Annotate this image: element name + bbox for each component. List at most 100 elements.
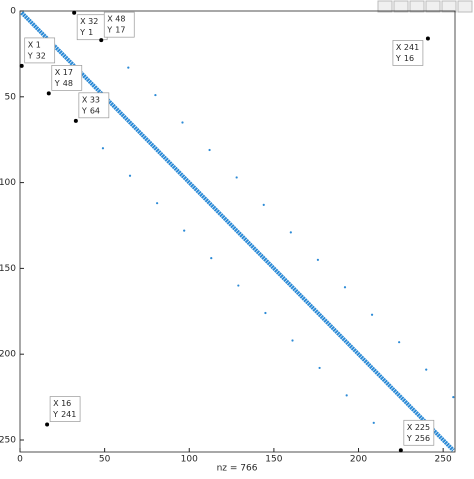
y-tick-label: 250: [0, 435, 16, 445]
datatip-box: [103, 11, 135, 38]
point: [372, 421, 375, 424]
datatip-x-value: 33: [90, 95, 100, 104]
toolbar: [377, 0, 473, 13]
x-label: nz = 766: [217, 464, 258, 474]
datatip-x-label: X: [407, 423, 413, 432]
datatip-y-value: 17: [115, 26, 125, 35]
datatip-marker: [45, 422, 50, 427]
datatip-box: [78, 92, 110, 119]
datatip-box: [49, 396, 81, 422]
datatip-y-label: Y: [79, 28, 85, 37]
toolbar-button[interactable]: [393, 0, 409, 13]
y-tick-label: 0: [10, 7, 16, 17]
datatip-x-label: X: [107, 15, 113, 24]
datatip-y-label: Y: [106, 26, 112, 35]
point: [370, 313, 374, 316]
datatip-marker: [99, 38, 104, 43]
x-tick-label: 50: [99, 455, 111, 465]
datatip-x-label: X: [396, 43, 402, 52]
datatip-y-label: Y: [81, 106, 87, 115]
point: [316, 258, 319, 261]
datatip-x-value: 16: [61, 399, 71, 408]
point: [235, 176, 238, 179]
datatip: X 17Y 48: [46, 65, 83, 96]
datatip-marker: [72, 10, 77, 15]
toolbar-button[interactable]: [457, 0, 473, 13]
y-tick-label: 50: [5, 92, 17, 102]
datatip-y-value: 1: [88, 28, 93, 37]
datatip-y-value: 241: [61, 410, 76, 419]
diagonal-band: [20, 11, 455, 452]
toolbar-button[interactable]: [377, 0, 393, 13]
datatip-marker: [398, 448, 403, 453]
point: [208, 148, 211, 152]
toolbar-button[interactable]: [425, 0, 441, 13]
datatip-box: [51, 65, 83, 91]
datatip: X 33Y 64: [73, 92, 110, 123]
point: [156, 202, 159, 205]
toolbar-button[interactable]: [409, 0, 425, 13]
x-tick-label: 200: [350, 455, 367, 465]
datatip-x-value: 241: [404, 43, 419, 52]
datatip-y-label: Y: [395, 54, 401, 63]
x-tick-label: 100: [181, 455, 198, 465]
datatip-x-label: X: [55, 68, 61, 77]
datatip: X 16Y 241: [45, 396, 81, 427]
datatip-x-label: X: [28, 40, 34, 49]
datatip-y-value: 64: [90, 106, 100, 115]
datatip-y-value: 48: [63, 79, 73, 88]
datatip-y-value: 256: [415, 434, 430, 443]
x-tick-label: 150: [265, 455, 282, 465]
point: [127, 66, 130, 69]
point: [128, 174, 132, 177]
point: [183, 229, 186, 232]
datatip-marker: [425, 36, 430, 41]
point: [237, 284, 240, 287]
point: [101, 147, 105, 150]
point: [425, 368, 428, 371]
y-tick-label: 100: [0, 178, 16, 188]
y-tick-label: 200: [0, 350, 16, 360]
point: [398, 341, 401, 344]
point: [264, 311, 267, 315]
datatip-y-value: 32: [36, 51, 46, 60]
datatip-marker: [46, 91, 51, 96]
x-tick-label: 250: [435, 455, 452, 465]
datatip-y-label: Y: [406, 434, 412, 443]
datatip-x-value: 17: [63, 68, 73, 77]
point: [452, 395, 455, 399]
point: [210, 256, 213, 260]
axes-box: [19, 10, 456, 453]
datatip-box: [403, 419, 435, 446]
datatip-x-value: 225: [415, 423, 430, 432]
datatip: X 48Y 17: [99, 11, 135, 43]
datatip-x-value: 1: [36, 40, 41, 49]
datatip: X 1Y 32: [19, 37, 56, 68]
datatip-x-value: 48: [115, 15, 125, 24]
x-tick-label: 0: [17, 455, 23, 465]
point: [181, 121, 184, 124]
datatip-box: [24, 37, 56, 64]
datatip-marker: [19, 63, 24, 68]
datatip-y-label: Y: [27, 51, 33, 60]
datatip-y-label: Y: [52, 410, 58, 419]
point: [154, 93, 157, 97]
datatip-x-label: X: [80, 17, 86, 26]
datatip-y-label: Y: [54, 79, 60, 88]
point: [289, 231, 292, 234]
datatip-x-label: X: [53, 399, 59, 408]
point: [262, 203, 265, 207]
datatip-box: [392, 40, 424, 66]
datatip-box: [76, 14, 108, 41]
point: [343, 286, 347, 289]
datatip-x-value: 32: [88, 17, 98, 26]
datatip-x-label: X: [82, 95, 88, 104]
point: [318, 366, 321, 370]
point: [291, 339, 294, 342]
point: [345, 394, 348, 397]
toolbar-button[interactable]: [441, 0, 457, 13]
datatip: X 32Y 1: [72, 10, 108, 41]
